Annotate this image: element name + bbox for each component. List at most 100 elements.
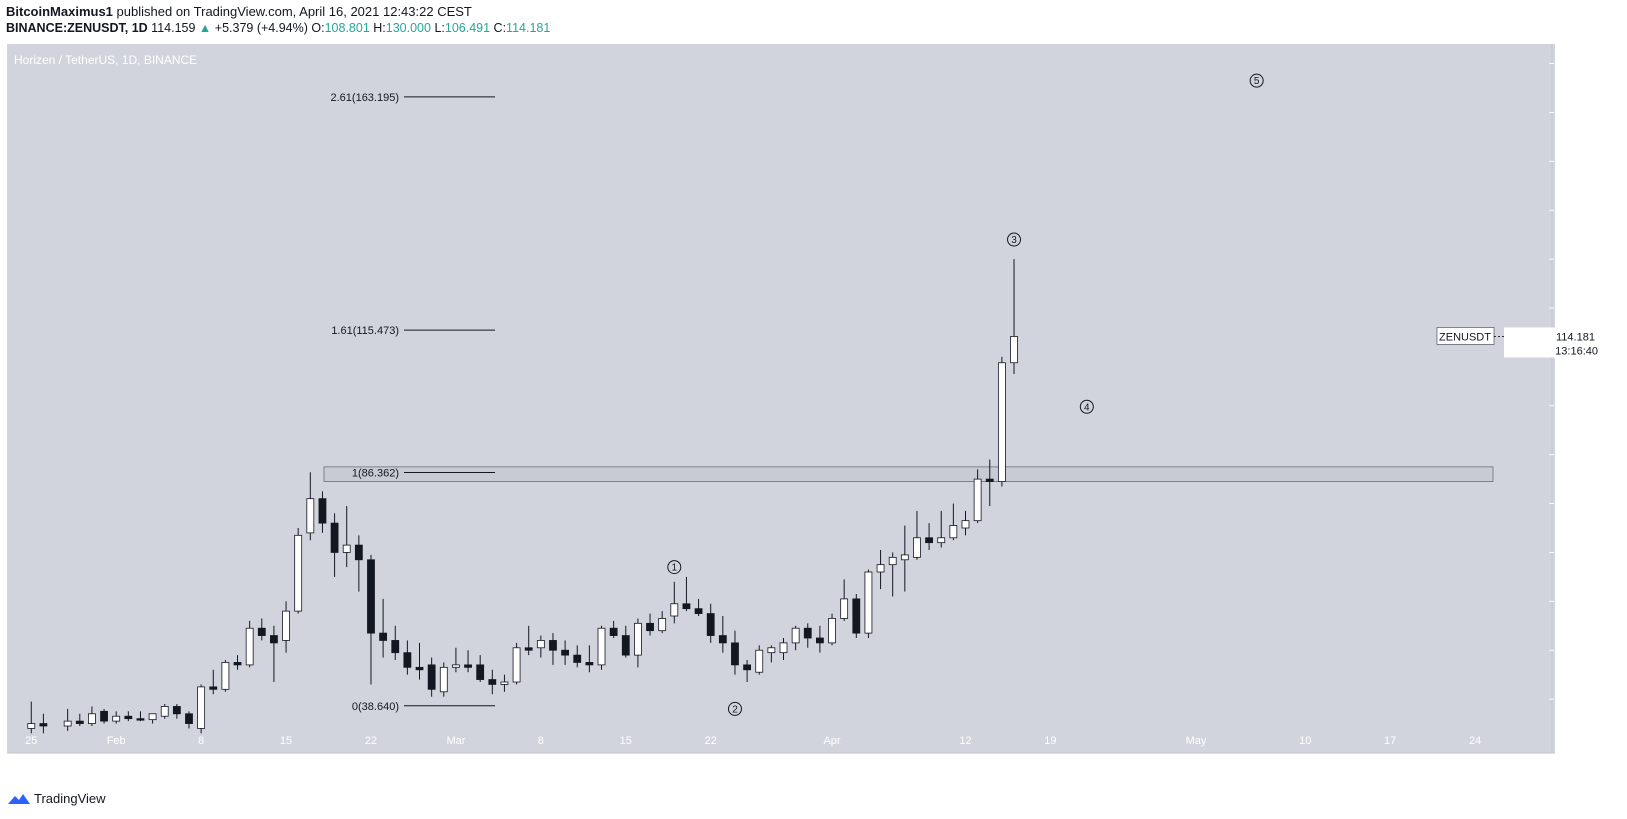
candle-body [464,664,472,668]
wave-label-circle [727,701,742,716]
candle-body [124,715,133,720]
x-tick-label: 10 [1299,735,1311,747]
candle-body [1010,336,1018,364]
candle-body [731,642,739,666]
price-tag-value: 114.181 [1556,331,1595,343]
candle-body [694,608,703,614]
candle-body [852,598,861,634]
candle-body [997,362,1006,482]
footer-brand-text: TradingView [34,791,106,806]
y-tick-label: 140.000 [1556,205,1596,217]
candle-body [524,647,533,651]
candle-body [609,627,618,636]
wave-label-circle [1079,399,1094,414]
candle-body [270,635,278,644]
candle-body [888,556,897,566]
y-tick-label: 60.000 [1556,596,1590,608]
fib-level-label: 2.61(163.195) [331,92,400,104]
chart-title: Horizen / TetherUS, 1D, BINANCE [14,53,197,67]
y-tick-label: 120.000 [1556,303,1596,315]
candle-body [330,522,339,553]
candle-body [876,564,885,573]
high-label: H: [373,21,386,35]
y-tick-label: 70.000 [1556,547,1590,559]
candle-body [937,537,946,544]
footer-brand[interactable]: TradingView [8,791,106,806]
candle-body [27,723,36,729]
candle-body [439,666,448,693]
candle-body [75,720,84,724]
wave-label: 5 [1254,76,1260,87]
publish-info: BitcoinMaximus1 published on TradingView… [6,4,472,19]
wave-label-circle [1007,232,1022,247]
x-tick-label: May [1186,735,1207,747]
candle-body [536,640,545,649]
y-tick-label: 50.000 [1556,645,1590,657]
close-label: C: [493,21,507,35]
y-tick-label: 130.000 [1556,254,1596,266]
candle-body [803,627,812,639]
candle-body [63,720,72,727]
x-tick-label: Apr [823,735,840,747]
y-tick-label: 170.000 [1556,59,1596,71]
candle-body [88,713,96,724]
candle-body [185,713,193,724]
change-arrow-icon: ▲ [198,21,212,35]
candle-body [573,654,582,663]
candle-body [743,664,752,671]
wave-label: 2 [732,704,738,715]
candle-body [658,618,667,632]
candle-body [379,632,388,641]
candle-body [391,640,400,654]
x-tick-label: 25 [25,735,37,747]
candle-body [172,706,181,715]
publish-text: published on TradingView.com, April 16, … [116,4,472,19]
candle-body [791,627,800,644]
candle-body [39,723,48,727]
candle-body [815,637,824,644]
open-label: O: [311,21,325,35]
last-price: 114.159 [151,21,196,35]
x-tick-label: 22 [365,735,377,747]
candle-body [961,520,970,529]
candle-body [221,662,230,690]
wave-label: 3 [1011,235,1017,246]
price-tag-countdown: 13:16:40 [1555,345,1598,357]
candle-body [476,664,485,680]
low-value: 106.491 [444,21,491,35]
candle-body [949,525,958,539]
x-tick-label: 8 [538,735,544,747]
y-tick-label: 100.000 [1556,401,1596,413]
price-change: +5.379 (+4.94%) [214,21,308,35]
candle-body [452,664,460,668]
candle-body [512,647,521,683]
x-tick-label: 15 [280,735,292,747]
x-tick-label: 17 [1384,735,1396,747]
x-tick-label: 8 [198,735,204,747]
candle-body [112,715,121,722]
ohlc-line: BINANCE:ZENUSDT, 1D 114.159 ▲ +5.379 (+4… [6,21,550,35]
candle-body [342,544,351,553]
candle-body [197,686,206,729]
candle-body [549,640,557,651]
candle-body [585,662,594,666]
candle-body [597,627,606,666]
close-value: 114.181 [506,21,551,35]
candle-body [973,478,982,522]
candle-body [160,706,169,717]
fib-level-label: 1.61(115.473) [331,325,399,337]
candle-body [415,666,424,671]
candle-body [828,618,836,644]
low-label: L: [434,21,445,35]
symbol-line: BINANCE:ZENUSDT, 1D [6,21,148,35]
candle-body [646,622,654,632]
tradingview-logo-icon [8,793,30,804]
candle-body [318,498,327,524]
candle-body [245,627,254,666]
candle-body [148,713,157,721]
candle-body [257,627,266,636]
candle-body [367,559,375,634]
author-name[interactable]: BitcoinMaximus1 [6,4,113,19]
candle-body [136,718,145,721]
